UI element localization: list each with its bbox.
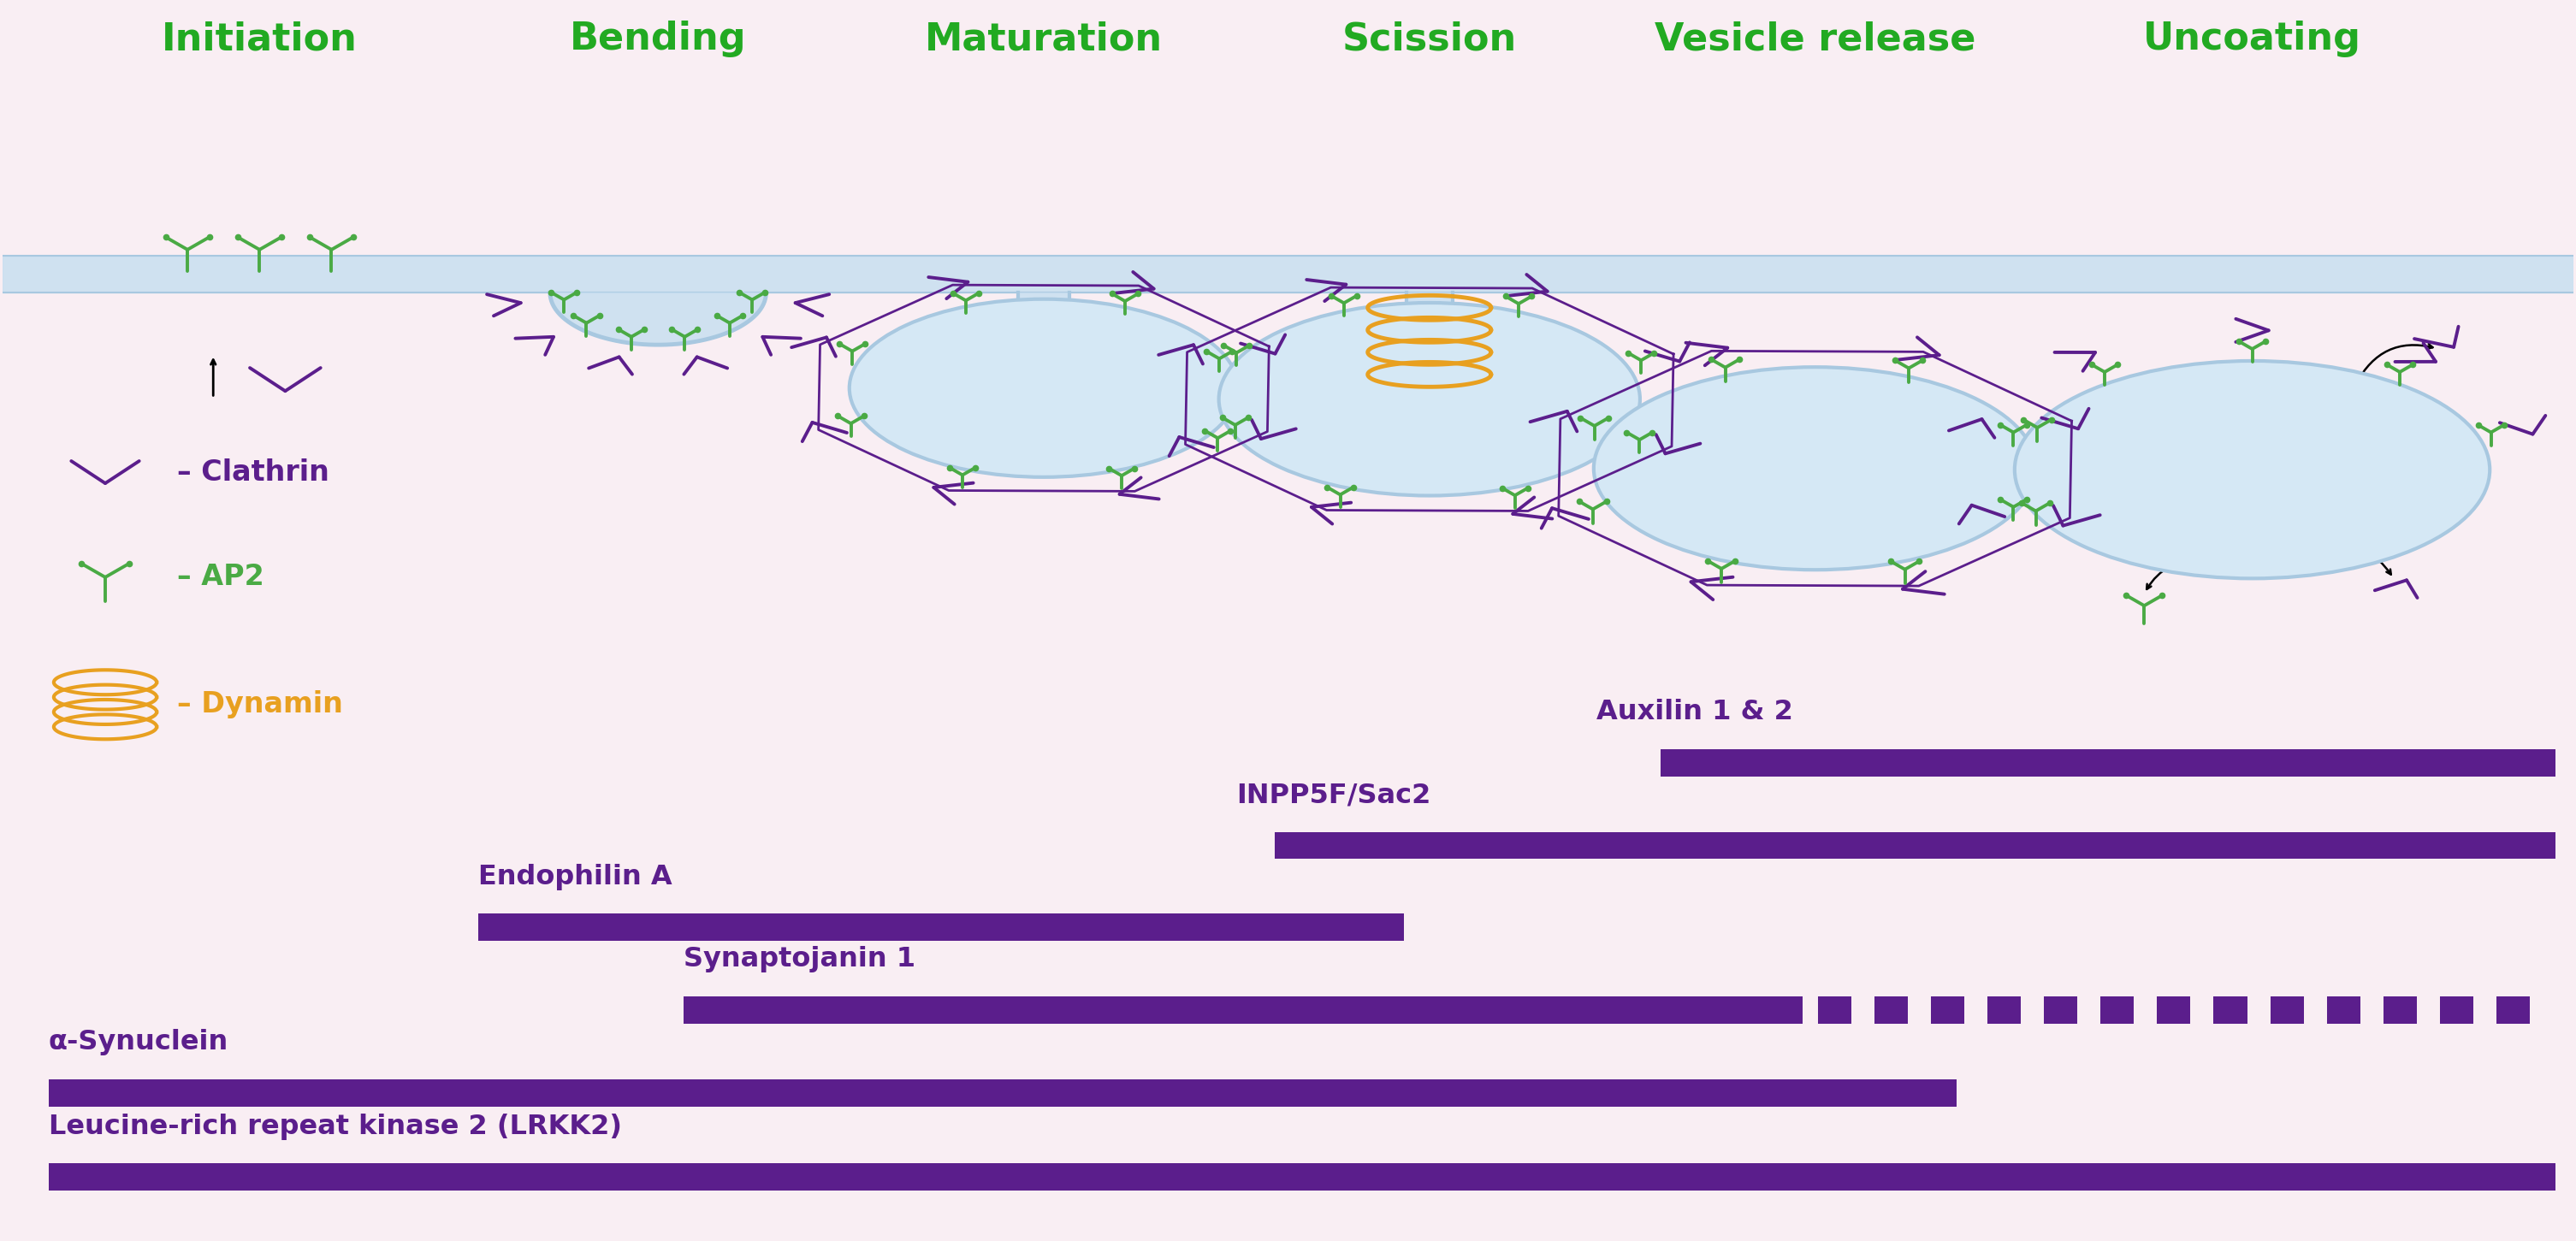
Bar	[2156, 997, 2190, 1024]
Text: Synaptojanin 1: Synaptojanin 1	[683, 947, 914, 973]
Bar	[2439, 997, 2473, 1024]
Bar	[2043, 997, 2076, 1024]
Text: Maturation: Maturation	[925, 21, 1162, 57]
Bar	[49, 1163, 2555, 1190]
Ellipse shape	[1595, 367, 2038, 570]
Bar	[1275, 831, 2555, 859]
Text: Leucine-rich repeat kinase 2 (LRKK2): Leucine-rich repeat kinase 2 (LRKK2)	[49, 1113, 621, 1139]
Bar	[2213, 997, 2246, 1024]
Bar	[2326, 997, 2360, 1024]
Text: Uncoating: Uncoating	[2143, 21, 2362, 57]
Bar	[2383, 997, 2416, 1024]
Bar	[1932, 997, 1965, 1024]
Text: Initiation: Initiation	[162, 21, 358, 57]
Bar	[49, 1080, 1958, 1106]
Polygon shape	[551, 293, 765, 345]
Bar	[479, 913, 1404, 941]
Ellipse shape	[850, 299, 1239, 477]
Text: Auxilin 1 & 2: Auxilin 1 & 2	[1597, 699, 1793, 726]
Text: INPP5F/Sac2: INPP5F/Sac2	[1236, 782, 1432, 808]
Text: α-Synuclein: α-Synuclein	[49, 1029, 229, 1056]
Bar	[3, 256, 2573, 293]
Text: Bending: Bending	[569, 21, 747, 57]
Bar	[2099, 997, 2133, 1024]
Text: Vesicle release: Vesicle release	[1654, 21, 1976, 57]
Bar	[1986, 997, 2020, 1024]
Text: – Clathrin: – Clathrin	[178, 458, 330, 486]
Ellipse shape	[1218, 303, 1641, 495]
Text: – Dynamin: – Dynamin	[178, 690, 343, 719]
Ellipse shape	[2014, 361, 2491, 578]
Bar	[683, 997, 1803, 1024]
Text: Scission: Scission	[1342, 21, 1517, 57]
Bar	[1875, 997, 1909, 1024]
Text: Endophilin A: Endophilin A	[479, 864, 672, 890]
Bar	[1819, 997, 1852, 1024]
Text: – AP2: – AP2	[178, 563, 265, 592]
Bar	[2269, 997, 2303, 1024]
Bar	[1662, 750, 2555, 777]
Bar	[2496, 997, 2530, 1024]
